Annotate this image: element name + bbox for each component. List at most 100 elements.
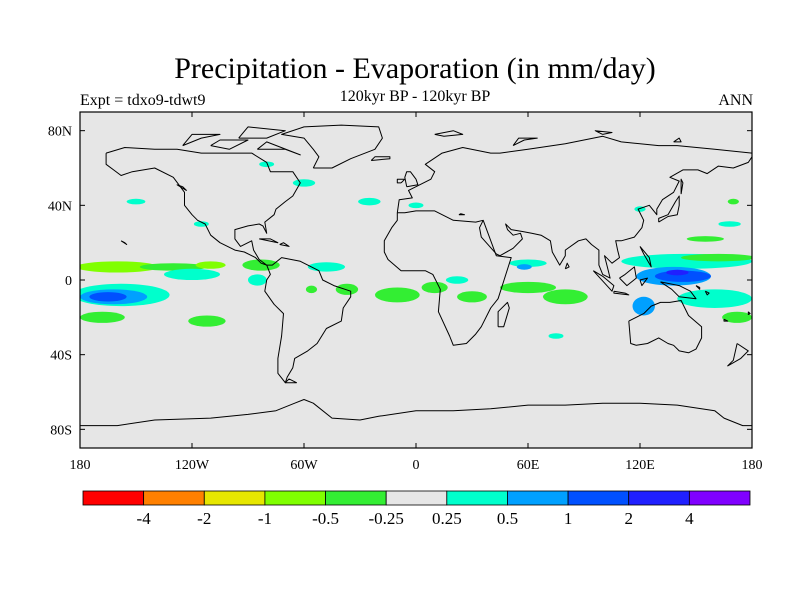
coastline xyxy=(370,156,391,161)
coastline xyxy=(279,242,290,247)
colorbar-box xyxy=(385,490,448,506)
coastline xyxy=(284,378,297,384)
x-tick-label: 60E xyxy=(517,458,540,473)
contour-region xyxy=(500,281,556,294)
contour-region xyxy=(80,311,125,323)
coastline xyxy=(512,137,538,147)
colorbar-label: -2 xyxy=(197,509,211,528)
colorbar-box xyxy=(82,490,145,506)
coastline xyxy=(383,210,512,346)
contour-region xyxy=(358,197,381,206)
contour-region xyxy=(445,276,469,284)
contour-region xyxy=(632,296,655,316)
y-tick-label: 0 xyxy=(65,274,72,289)
contour-region xyxy=(677,289,752,308)
coastline xyxy=(281,124,383,169)
coastline xyxy=(673,137,682,143)
x-tick-label: 60W xyxy=(290,458,318,473)
colorbar-box xyxy=(507,490,569,506)
colorbar-label: 0.5 xyxy=(497,509,518,528)
colorbar-box xyxy=(325,490,387,506)
coastline xyxy=(404,171,419,188)
contour-region xyxy=(305,285,318,294)
coastline xyxy=(747,311,751,315)
coastline xyxy=(727,343,749,367)
axis-ticks: 180 120W 60W 0 60E 120E 180 80N 40N 0 40S 80S xyxy=(48,112,763,473)
coastline xyxy=(264,257,352,384)
contour-region xyxy=(164,268,220,280)
colorbar-label: 4 xyxy=(685,509,694,528)
coastline xyxy=(80,399,752,427)
contour-region xyxy=(408,202,424,209)
coastline xyxy=(238,126,286,139)
contour-region xyxy=(548,333,564,339)
colorbar-label: 1 xyxy=(564,509,573,528)
coastline xyxy=(458,213,465,216)
contour-region xyxy=(542,289,588,305)
contour-region xyxy=(666,269,689,276)
coastline xyxy=(176,184,187,191)
coastline xyxy=(594,130,613,135)
colorbar-label: 0.25 xyxy=(432,509,462,528)
colorbar-box xyxy=(688,490,751,506)
colorbar-label: -0.5 xyxy=(312,509,339,528)
plot-subtitle: 120kyr BP - 120kyr BP xyxy=(339,88,491,105)
y-tick-label: 80S xyxy=(50,423,72,438)
colorbar-label: -4 xyxy=(137,509,152,528)
season-label: ANN xyxy=(718,92,753,109)
colorbar: -4 -2 -1 -0.5 -0.25 0.25 0.5 1 2 4 xyxy=(82,490,751,528)
contour-region xyxy=(681,253,752,262)
coastline xyxy=(660,281,697,300)
x-tick-label: 0 xyxy=(413,458,420,473)
contour-region xyxy=(126,198,146,205)
colorbar-box xyxy=(203,490,266,506)
y-tick-label: 80N xyxy=(48,125,72,140)
contour-region xyxy=(509,259,547,267)
coastline xyxy=(182,133,221,147)
colorbar-box xyxy=(446,490,508,506)
contour-region xyxy=(242,259,280,271)
coastline xyxy=(105,147,301,266)
coastline-layer xyxy=(80,124,752,427)
colorbar-label: 2 xyxy=(624,509,633,528)
contour-region xyxy=(89,292,127,302)
contour-region xyxy=(727,198,739,205)
contour-region xyxy=(139,263,207,271)
contour-region xyxy=(686,236,724,242)
contour-region xyxy=(259,161,275,168)
x-tick-label: 180 xyxy=(70,458,91,473)
coastline xyxy=(210,139,249,150)
y-tick-label: 40N xyxy=(48,199,72,214)
contour-region xyxy=(80,261,159,273)
coastline xyxy=(628,300,703,354)
contour-region xyxy=(248,274,267,286)
colorbar-box xyxy=(264,490,326,506)
coastline xyxy=(497,301,510,328)
contour-region xyxy=(722,311,752,323)
x-tick-label: 120E xyxy=(625,458,655,473)
contour-region xyxy=(457,291,487,303)
coastline xyxy=(564,262,570,270)
coastline xyxy=(259,238,279,244)
coastline xyxy=(639,277,648,287)
coastline xyxy=(658,195,680,223)
contour-region xyxy=(718,221,741,227)
colorbar-box xyxy=(628,490,690,506)
colorbar-label: -1 xyxy=(258,509,272,528)
contour-region xyxy=(188,315,226,327)
experiment-label: Expt = tdxo9-tdwt9 xyxy=(80,92,206,109)
coastline xyxy=(704,290,710,296)
contour-fill-layer xyxy=(80,161,752,339)
coastline xyxy=(695,285,701,290)
coastline xyxy=(613,290,630,296)
plot-title: Precipitation - Evaporation (in mm/day) xyxy=(174,52,656,85)
coastline xyxy=(120,240,128,245)
contour-region xyxy=(374,287,420,303)
contour-region xyxy=(335,283,359,295)
contour-region xyxy=(421,281,448,294)
coastline xyxy=(619,266,637,287)
contour-region xyxy=(193,221,209,227)
x-tick-label: 120W xyxy=(175,458,210,473)
contour-region xyxy=(516,264,532,270)
